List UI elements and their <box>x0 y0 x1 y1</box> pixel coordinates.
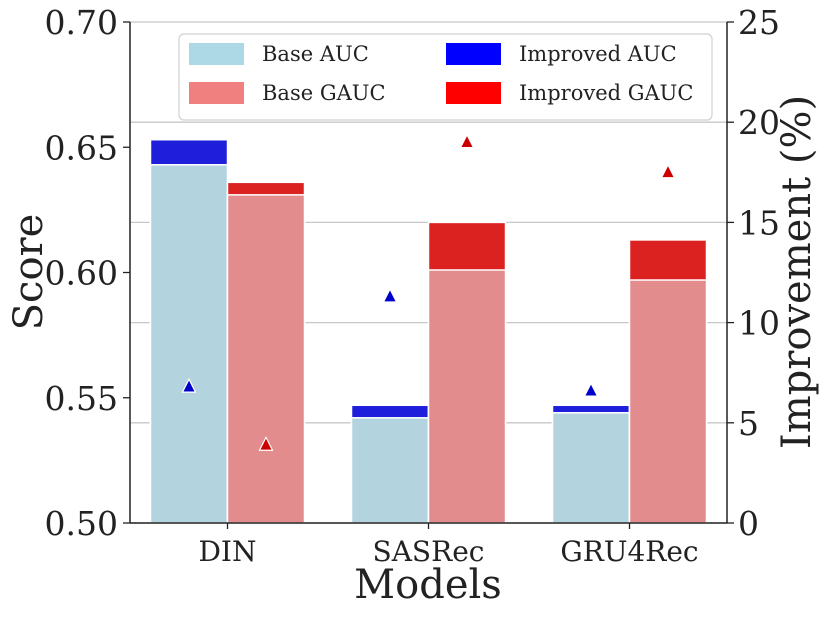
legend-swatch <box>446 82 501 104</box>
y-axis-title: Score <box>6 214 52 331</box>
bar-base-gauc <box>226 194 306 524</box>
legend-label: Base AUC <box>262 42 369 66</box>
auc-improvement-marker <box>583 381 599 397</box>
x-tick-label: GRU4Rec <box>560 535 698 568</box>
x-tick-label: DIN <box>198 535 256 568</box>
auc-improvement-marker <box>181 377 197 393</box>
x-axis-title: Models <box>354 562 502 608</box>
gauc-improvement-marker <box>660 163 676 179</box>
y-tick-label: 0.50 <box>45 504 118 543</box>
auc-improvement-marker <box>382 287 398 303</box>
legend-label: Improved GAUC <box>519 81 693 105</box>
legend-swatch <box>446 43 501 65</box>
y2-tick-label: 5 <box>738 404 759 443</box>
legend-swatch <box>189 43 244 65</box>
legend-label: Improved AUC <box>519 42 677 66</box>
legend: Base AUC Improved AUC Base GAUC Improved GA… <box>178 33 713 121</box>
gauc-improvement-marker <box>459 133 475 149</box>
bar-base-gauc <box>628 279 708 524</box>
y2-tick-label: 25 <box>738 3 780 42</box>
y2-axis-title: Improvement (%) <box>774 95 820 449</box>
bar-base-auc <box>149 164 229 524</box>
bar-base-auc <box>551 412 631 524</box>
bar-base-gauc <box>427 269 507 524</box>
y2-tick-label: 20 <box>738 103 780 142</box>
y-tick-label: 0.70 <box>45 3 118 42</box>
bars-layer <box>149 138 708 524</box>
legend-label: Base GAUC <box>262 81 386 105</box>
y2-tick-label: 0 <box>738 504 759 543</box>
legend-box <box>178 33 713 121</box>
y-tick-label: 0.55 <box>45 379 118 418</box>
markers-layer <box>181 133 676 451</box>
y-tick-label: 0.60 <box>45 254 118 293</box>
x-tick-label: SASRec <box>373 535 485 568</box>
y-tick-label: 0.65 <box>45 128 118 167</box>
gauc-improvement-marker <box>258 436 274 451</box>
y2-tick-label: 10 <box>738 304 780 343</box>
legend-swatch <box>189 82 244 104</box>
bar-base-auc <box>350 417 430 524</box>
axes-layer: DIN SASRec GRU4Rec 0.50 0.55 0.60 0.65 0.70 0 5 10… <box>45 3 780 568</box>
y2-tick-label: 15 <box>738 203 780 242</box>
